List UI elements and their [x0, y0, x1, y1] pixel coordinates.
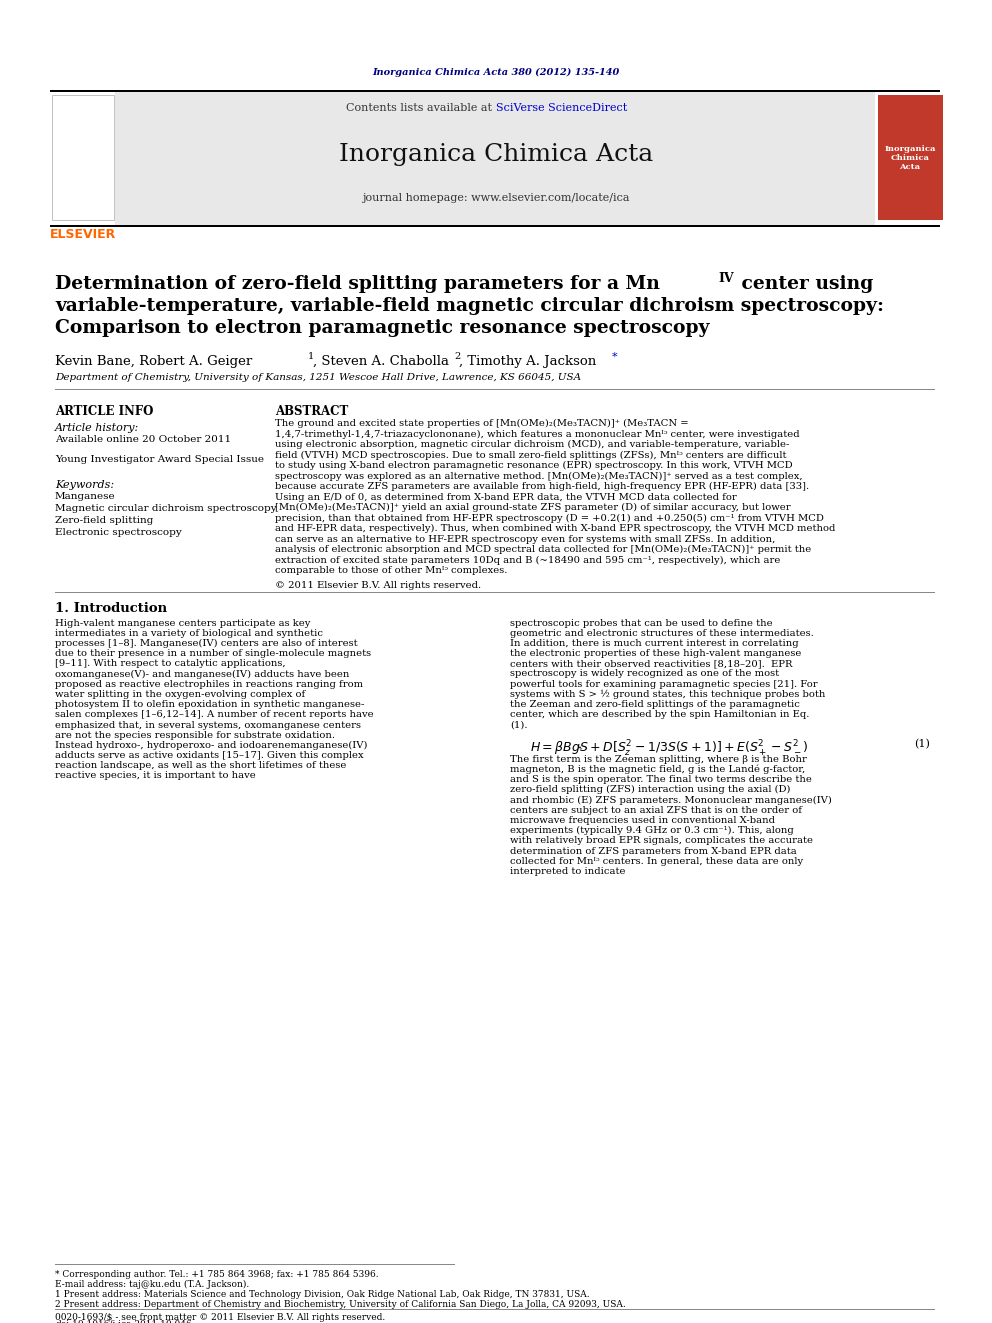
Bar	[52, 95, 114, 220]
Text: Comparison to electron paramagnetic resonance spectroscopy: Comparison to electron paramagnetic reso…	[55, 319, 709, 337]
Text: with relatively broad EPR signals, complicates the accurate: with relatively broad EPR signals, compl…	[510, 836, 813, 845]
Text: Using an E/D of 0, as determined from X-band EPR data, the VTVH MCD data collect: Using an E/D of 0, as determined from X-…	[275, 492, 737, 501]
Text: 1,4,7-trimethyl-1,4,7-triazacyclononane), which features a mononuclear Mnᴵᵓ cent: 1,4,7-trimethyl-1,4,7-triazacyclononane)…	[275, 430, 800, 439]
Text: The first term is the Zeeman splitting, where β is the Bohr: The first term is the Zeeman splitting, …	[510, 754, 806, 763]
Text: and rhombic (E) ZFS parameters. Mononuclear manganese(IV): and rhombic (E) ZFS parameters. Mononucl…	[510, 795, 832, 804]
Text: can serve as an alternative to HF-EPR spectroscopy even for systems with small Z: can serve as an alternative to HF-EPR sp…	[275, 534, 776, 544]
Bar	[50, 90, 940, 93]
Text: (1): (1)	[914, 738, 930, 749]
Text: experiments (typically 9.4 GHz or 0.3 cm⁻¹). This, along: experiments (typically 9.4 GHz or 0.3 cm…	[510, 826, 794, 835]
Text: the electronic properties of these high-valent manganese: the electronic properties of these high-…	[510, 650, 802, 658]
Text: systems with S > ½ ground states, this technique probes both: systems with S > ½ ground states, this t…	[510, 689, 825, 699]
Text: [9–11]. With respect to catalytic applications,: [9–11]. With respect to catalytic applic…	[55, 659, 286, 668]
Text: the Zeeman and zero-field splittings of the paramagnetic: the Zeeman and zero-field splittings of …	[510, 700, 800, 709]
Text: The ground and excited state properties of [Mn(OMe)₂(Me₃TACN)]⁺ (Me₃TACN =: The ground and excited state properties …	[275, 419, 688, 429]
Text: journal homepage: www.elsevier.com/locate/ica: journal homepage: www.elsevier.com/locat…	[362, 193, 630, 202]
Text: center using: center using	[735, 275, 873, 292]
Text: doi:10.1016/j.ica.2011.10.046: doi:10.1016/j.ica.2011.10.046	[55, 1320, 191, 1323]
Text: * Corresponding author. Tel.: +1 785 864 3968; fax: +1 785 864 5396.: * Corresponding author. Tel.: +1 785 864…	[55, 1270, 379, 1279]
Text: and HF-EPR data, respectively). Thus, when combined with X-band EPR spectroscopy: and HF-EPR data, respectively). Thus, wh…	[275, 524, 835, 533]
Text: IV: IV	[718, 273, 734, 284]
Text: Contents lists available at: Contents lists available at	[346, 103, 496, 112]
Text: collected for Mnᴵᵓ centers. In general, these data are only: collected for Mnᴵᵓ centers. In general, …	[510, 857, 804, 865]
Text: 2: 2	[454, 352, 460, 361]
Text: extraction of excited state parameters 10Dq and B (~18490 and 595 cm⁻¹, respecti: extraction of excited state parameters 1…	[275, 556, 781, 565]
Text: Department of Chemistry, University of Kansas, 1251 Wescoe Hall Drive, Lawrence,: Department of Chemistry, University of K…	[55, 373, 581, 382]
Text: Determination of zero-field splitting parameters for a Mn: Determination of zero-field splitting pa…	[55, 275, 660, 292]
Text: because accurate ZFS parameters are available from high-field, high-frequency EP: because accurate ZFS parameters are avai…	[275, 482, 809, 491]
Text: intermediates in a variety of biological and synthetic: intermediates in a variety of biological…	[55, 628, 323, 638]
Text: reactive species, it is important to have: reactive species, it is important to hav…	[55, 771, 256, 781]
Text: In addition, there is much current interest in correlating: In addition, there is much current inter…	[510, 639, 799, 648]
Text: , Steven A. Chabolla: , Steven A. Chabolla	[313, 355, 449, 368]
Text: processes [1–8]. Manganese(IV) centers are also of interest: processes [1–8]. Manganese(IV) centers a…	[55, 639, 358, 648]
Text: interpreted to indicate: interpreted to indicate	[510, 867, 626, 876]
Text: reaction landscape, as well as the short lifetimes of these: reaction landscape, as well as the short…	[55, 761, 346, 770]
Text: 1. Introduction: 1. Introduction	[55, 602, 167, 615]
Text: 1 Present address: Materials Science and Technology Division, Oak Ridge National: 1 Present address: Materials Science and…	[55, 1290, 589, 1299]
Text: Manganese: Manganese	[55, 492, 116, 501]
Text: ELSEVIER: ELSEVIER	[50, 228, 116, 241]
Text: proposed as reactive electrophiles in reactions ranging from: proposed as reactive electrophiles in re…	[55, 680, 363, 689]
Text: © 2011 Elsevier B.V. All rights reserved.: © 2011 Elsevier B.V. All rights reserved…	[275, 581, 481, 590]
Text: High-valent manganese centers participate as key: High-valent manganese centers participat…	[55, 618, 310, 627]
Text: water splitting in the oxygen-evolving complex of: water splitting in the oxygen-evolving c…	[55, 689, 306, 699]
Text: salen complexes [1–6,12–14]. A number of recent reports have: salen complexes [1–6,12–14]. A number of…	[55, 710, 374, 720]
Text: zero-field splitting (ZFS) interaction using the axial (D): zero-field splitting (ZFS) interaction u…	[510, 786, 791, 794]
Text: Young Investigator Award Special Issue: Young Investigator Award Special Issue	[55, 455, 264, 464]
Text: adducts serve as active oxidants [15–17]. Given this complex: adducts serve as active oxidants [15–17]…	[55, 751, 364, 761]
Text: using electronic absorption, magnetic circular dichroism (MCD), and variable-tem: using electronic absorption, magnetic ci…	[275, 441, 790, 448]
Text: analysis of electronic absorption and MCD spectral data collected for [Mn(OMe)₂(: analysis of electronic absorption and MC…	[275, 545, 811, 554]
Text: E-mail address: taj@ku.edu (T.A. Jackson).: E-mail address: taj@ku.edu (T.A. Jackson…	[55, 1279, 249, 1289]
Bar	[115, 90, 875, 225]
Text: (1).: (1).	[510, 721, 528, 729]
Text: microwave frequencies used in conventional X-band: microwave frequencies used in convention…	[510, 816, 775, 826]
Text: Keywords:: Keywords:	[55, 480, 114, 490]
Text: 0020-1693/$ - see front matter © 2011 Elsevier B.V. All rights reserved.: 0020-1693/$ - see front matter © 2011 El…	[55, 1312, 385, 1322]
Text: variable-temperature, variable-field magnetic circular dichroism spectroscopy:: variable-temperature, variable-field mag…	[55, 296, 884, 315]
Text: 1: 1	[308, 352, 314, 361]
Text: Inorganica Chimica Acta: Inorganica Chimica Acta	[339, 143, 653, 167]
Text: precision, than that obtained from HF-EPR spectroscopy (D = +0.2(1) and +0.250(5: precision, than that obtained from HF-EP…	[275, 513, 824, 523]
Text: field (VTVH) MCD spectroscopies. Due to small zero-field splittings (ZFSs), Mnᴵᵓ: field (VTVH) MCD spectroscopies. Due to …	[275, 451, 787, 459]
Text: ABSTRACT: ABSTRACT	[275, 405, 348, 418]
Text: Kevin Bane, Robert A. Geiger: Kevin Bane, Robert A. Geiger	[55, 355, 252, 368]
Text: geometric and electronic structures of these intermediates.: geometric and electronic structures of t…	[510, 628, 813, 638]
Text: photosystem II to olefin epoxidation in synthetic manganese-: photosystem II to olefin epoxidation in …	[55, 700, 364, 709]
Text: SciVerse ScienceDirect: SciVerse ScienceDirect	[496, 103, 627, 112]
Text: Electronic spectroscopy: Electronic spectroscopy	[55, 528, 182, 537]
Text: Available online 20 October 2011: Available online 20 October 2011	[55, 435, 231, 445]
Text: center, which are described by the spin Hamiltonian in Eq.: center, which are described by the spin …	[510, 710, 809, 720]
Bar	[878, 95, 943, 220]
Text: , Timothy A. Jackson: , Timothy A. Jackson	[459, 355, 596, 368]
Text: *: *	[612, 352, 618, 363]
Text: Article history:: Article history:	[55, 423, 139, 433]
Text: centers are subject to an axial ZFS that is on the order of: centers are subject to an axial ZFS that…	[510, 806, 802, 815]
Text: magneton, B is the magnetic field, g is the Landé g-factor,: magneton, B is the magnetic field, g is …	[510, 765, 806, 774]
Text: oxomanganese(V)- and manganese(IV) adducts have been: oxomanganese(V)- and manganese(IV) adduc…	[55, 669, 349, 679]
Text: centers with their observed reactivities [8,18–20].  EPR: centers with their observed reactivities…	[510, 659, 793, 668]
Text: comparable to those of other Mnᴵᵓ complexes.: comparable to those of other Mnᴵᵓ comple…	[275, 566, 507, 576]
Text: spectroscopy was explored as an alternative method. [Mn(OMe)₂(Me₃TACN)]⁺ served : spectroscopy was explored as an alternat…	[275, 471, 803, 480]
Text: spectroscopy is widely recognized as one of the most: spectroscopy is widely recognized as one…	[510, 669, 779, 679]
Text: Inorganica
Chimica
Acta: Inorganica Chimica Acta	[884, 144, 935, 171]
Text: are not the species responsible for substrate oxidation.: are not the species responsible for subs…	[55, 730, 335, 740]
Text: determination of ZFS parameters from X-band EPR data: determination of ZFS parameters from X-b…	[510, 847, 797, 856]
Text: emphasized that, in several systems, oxomanganese centers: emphasized that, in several systems, oxo…	[55, 721, 361, 729]
Text: Magnetic circular dichroism spectroscopy: Magnetic circular dichroism spectroscopy	[55, 504, 277, 513]
Text: [Mn(OMe)₂(Me₃TACN)]⁺ yield an axial ground-state ZFS parameter (D) of similar ac: [Mn(OMe)₂(Me₃TACN)]⁺ yield an axial grou…	[275, 503, 791, 512]
Text: ARTICLE INFO: ARTICLE INFO	[55, 405, 154, 418]
Text: to study using X-band electron paramagnetic resonance (EPR) spectroscopy. In thi: to study using X-band electron paramagne…	[275, 460, 793, 470]
Text: Instead hydroxo-, hydroperoxo- and iodoarenemanganese(IV): Instead hydroxo-, hydroperoxo- and iodoa…	[55, 741, 367, 750]
Text: 2 Present address: Department of Chemistry and Biochemistry, University of Calif: 2 Present address: Department of Chemist…	[55, 1301, 626, 1308]
Text: Zero-field splitting: Zero-field splitting	[55, 516, 154, 525]
Text: spectroscopic probes that can be used to define the: spectroscopic probes that can be used to…	[510, 618, 773, 627]
Text: due to their presence in a number of single-molecule magnets: due to their presence in a number of sin…	[55, 650, 371, 658]
Text: and S is the spin operator. The final two terms describe the: and S is the spin operator. The final tw…	[510, 775, 811, 785]
Text: Inorganica Chimica Acta 380 (2012) 135-140: Inorganica Chimica Acta 380 (2012) 135-1…	[372, 67, 620, 77]
Text: $H = \beta Bg\hat{}S + D[S_z^2 - 1/3S(S+1)] + E(S_+^2 - S_-^2)$: $H = \beta Bg\hat{}S + D[S_z^2 - 1/3S(S+…	[530, 738, 808, 759]
Bar	[50, 225, 940, 228]
Text: powerful tools for examining paramagnetic species [21]. For: powerful tools for examining paramagneti…	[510, 680, 817, 689]
